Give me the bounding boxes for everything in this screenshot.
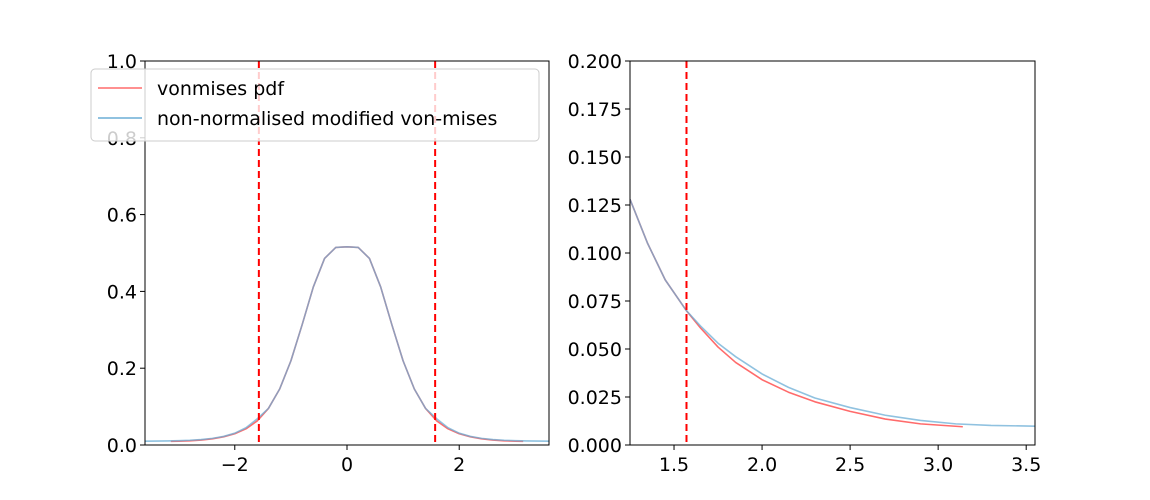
y-tick-label: 0.175: [568, 99, 622, 121]
y-tick-label: 1.0: [107, 51, 137, 73]
right-plot-panel: 1.5 2.0 2.5 3.0 3.5 0.000 0.025 0.050 0.075 0.100…: [568, 51, 1042, 476]
axes-frame: [629, 60, 1036, 446]
x-tick-label: −2: [221, 454, 249, 476]
y-tick-label: 0.125: [568, 195, 622, 217]
x-tick-label: 2.0: [747, 454, 777, 476]
x-tick-label: 0: [341, 454, 353, 476]
series-line-vonmises-pdf: [630, 198, 963, 428]
y-tick-label: 0.075: [568, 291, 622, 313]
x-tick-label: 2: [453, 454, 465, 476]
x-tick-label: 2.5: [835, 454, 865, 476]
y-tick-label: 0.100: [568, 243, 622, 265]
y-tick-label: 0.150: [568, 147, 622, 169]
series-line-modified-von-mises: [145, 246, 549, 442]
series-line-vonmises-pdf: [170, 246, 524, 443]
legend: vonmises pdf non-normalised modified von-…: [90, 68, 540, 142]
legend-label: vonmises pdf: [157, 78, 285, 100]
y-tick-label: 0.4: [107, 281, 137, 303]
y-tick-label: 0.2: [107, 358, 137, 380]
legend-label: non-normalised modified von-mises: [157, 108, 497, 130]
y-tick-label: 0.6: [107, 205, 137, 227]
x-tick-label: 3.5: [1011, 454, 1041, 476]
y-tick-label: 0.025: [568, 387, 622, 409]
x-tick-label: 1.5: [659, 454, 689, 476]
plot-area: [630, 61, 1035, 445]
legend-box: [90, 68, 540, 142]
y-tick-label: 0.000: [568, 435, 622, 457]
x-tick-label: 3.0: [923, 454, 953, 476]
y-tick-label: 0.200: [568, 51, 622, 73]
y-tick-label: 0.050: [568, 339, 622, 361]
y-tick-label: 0.0: [107, 435, 137, 457]
plot-area: [145, 61, 549, 445]
series-line-modified-von-mises: [630, 198, 1035, 427]
